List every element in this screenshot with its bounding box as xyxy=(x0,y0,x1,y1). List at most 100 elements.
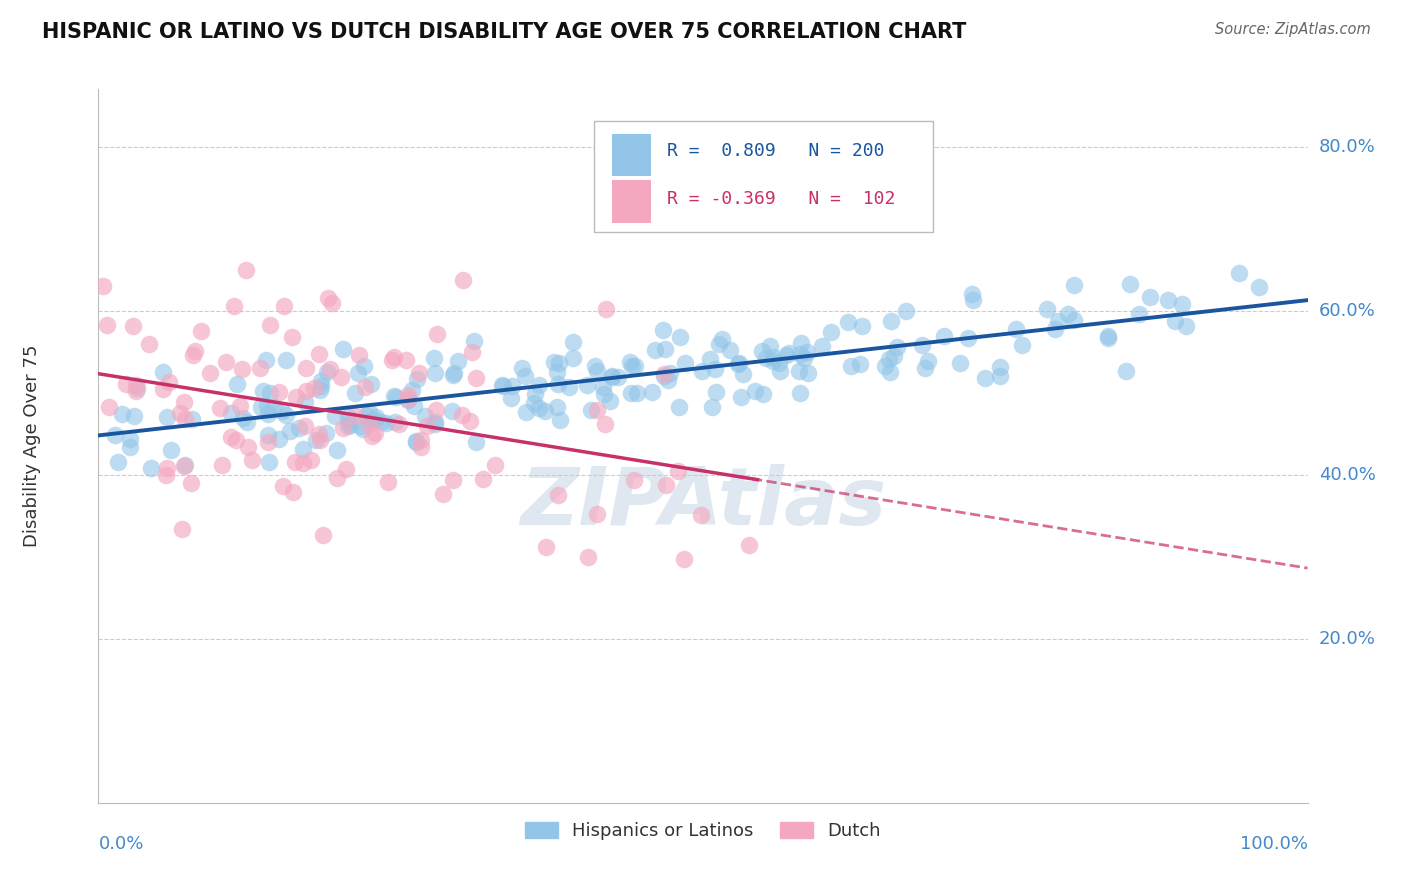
Text: 40.0%: 40.0% xyxy=(1319,466,1375,483)
Point xyxy=(789,347,811,361)
Point xyxy=(425,403,447,417)
Point xyxy=(621,359,644,374)
Point xyxy=(122,319,145,334)
Point xyxy=(385,390,408,404)
Point xyxy=(267,385,290,400)
Point xyxy=(1057,307,1080,321)
Point xyxy=(768,356,790,370)
Point xyxy=(343,409,366,424)
Point xyxy=(644,343,666,357)
Point xyxy=(323,409,346,424)
Point xyxy=(159,443,181,458)
Point xyxy=(276,352,298,367)
Point xyxy=(257,407,280,421)
Point xyxy=(619,355,641,369)
Point xyxy=(330,369,353,384)
Point xyxy=(190,324,212,338)
Point xyxy=(302,381,325,395)
Point xyxy=(114,376,136,391)
Point xyxy=(425,366,447,380)
Point xyxy=(309,374,332,388)
Point xyxy=(1097,329,1119,343)
Point xyxy=(267,433,290,447)
Point xyxy=(727,357,749,371)
Point xyxy=(837,315,859,329)
Point xyxy=(673,356,696,370)
Point xyxy=(536,541,558,555)
Point xyxy=(949,357,972,371)
Point xyxy=(1171,297,1194,311)
Point xyxy=(401,384,423,398)
Point xyxy=(956,331,979,345)
Point xyxy=(1119,277,1142,291)
Point xyxy=(1036,302,1059,317)
Point xyxy=(988,369,1011,384)
Point xyxy=(652,367,675,381)
Point xyxy=(1063,313,1085,327)
Point xyxy=(294,418,316,433)
Point xyxy=(174,458,197,472)
Point xyxy=(668,400,690,414)
Point xyxy=(988,360,1011,375)
Point xyxy=(344,386,367,401)
Point xyxy=(652,368,675,383)
Point xyxy=(576,378,599,392)
Point xyxy=(600,370,623,384)
Point xyxy=(402,399,425,413)
Point xyxy=(364,412,387,426)
Point xyxy=(811,339,834,353)
Point xyxy=(332,342,354,356)
Point xyxy=(690,364,713,378)
Point xyxy=(1247,280,1270,294)
Text: 60.0%: 60.0% xyxy=(1319,301,1375,319)
Point xyxy=(405,435,427,450)
Point xyxy=(1157,293,1180,307)
Point xyxy=(107,455,129,469)
Point xyxy=(524,387,547,401)
Point xyxy=(550,413,572,427)
Point xyxy=(291,456,314,470)
Point xyxy=(465,371,488,385)
Point xyxy=(744,384,766,399)
Point xyxy=(762,350,785,364)
Point xyxy=(851,318,873,333)
Point xyxy=(451,273,474,287)
Text: ZIPAtlas: ZIPAtlas xyxy=(520,464,886,542)
Point xyxy=(527,378,550,392)
Point xyxy=(173,459,195,474)
Point xyxy=(120,433,142,447)
Point xyxy=(349,348,371,362)
Point xyxy=(1128,306,1150,320)
Point xyxy=(796,345,818,359)
Point xyxy=(728,356,751,370)
Point xyxy=(209,401,232,415)
Point xyxy=(711,332,734,346)
Point xyxy=(276,409,298,423)
Point xyxy=(778,346,800,360)
Point xyxy=(527,401,550,415)
Point xyxy=(1097,331,1119,345)
Point xyxy=(152,382,174,396)
Point xyxy=(515,405,537,419)
Point xyxy=(586,364,609,378)
Point xyxy=(337,416,360,430)
Point xyxy=(755,351,778,366)
Point xyxy=(699,351,721,366)
Point xyxy=(382,388,405,402)
Point xyxy=(657,373,679,387)
Point xyxy=(962,293,984,308)
Point xyxy=(585,403,607,417)
Point xyxy=(173,395,195,409)
Point xyxy=(155,467,177,482)
FancyBboxPatch shape xyxy=(613,134,651,176)
Point xyxy=(173,412,195,426)
Point xyxy=(381,353,404,368)
Text: Source: ZipAtlas.com: Source: ZipAtlas.com xyxy=(1215,22,1371,37)
Point xyxy=(595,301,617,316)
Point xyxy=(231,362,253,376)
Point xyxy=(718,343,741,357)
Point xyxy=(751,344,773,359)
Point xyxy=(411,440,433,454)
Point xyxy=(730,390,752,404)
Point xyxy=(585,359,607,374)
